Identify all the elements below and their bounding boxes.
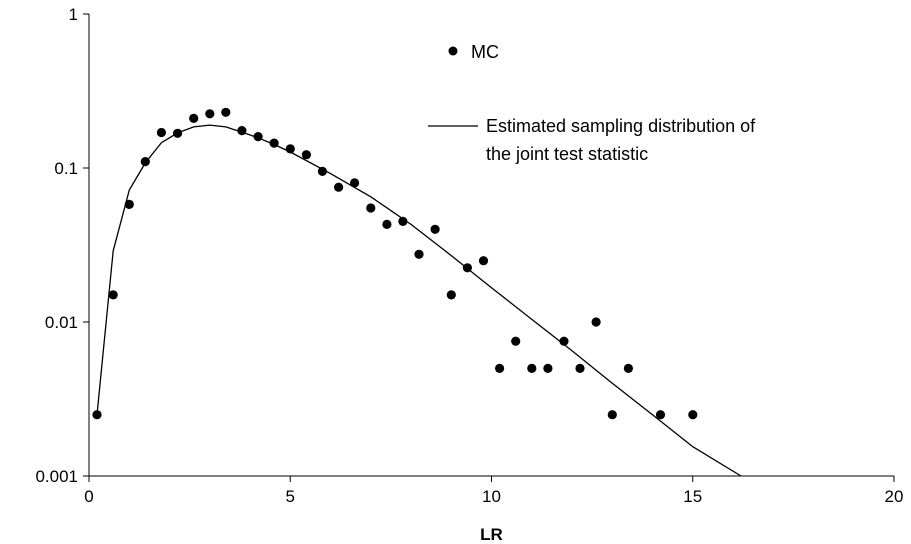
mc-point	[559, 336, 569, 346]
mc-point	[688, 410, 698, 420]
x-tick-label: 20	[885, 487, 904, 506]
mc-point	[414, 249, 424, 259]
mc-point	[527, 363, 537, 373]
mc-point	[108, 290, 118, 300]
mc-point	[398, 216, 408, 226]
mc-point	[543, 363, 553, 373]
y-tick-label: 1	[69, 5, 78, 24]
mc-point	[237, 126, 247, 136]
legend: MC Estimated sampling distribution of the…	[428, 42, 756, 164]
mc-point	[156, 127, 166, 138]
y-tick-label: 0.01	[45, 313, 78, 332]
mc-point	[382, 219, 392, 229]
mc-point	[350, 178, 360, 188]
mc-point	[189, 113, 199, 123]
mc-point	[285, 144, 295, 154]
mc-point	[221, 107, 231, 117]
mc-point	[462, 263, 472, 273]
mc-point	[591, 317, 601, 327]
mc-point	[317, 166, 327, 176]
mc-point	[205, 109, 215, 119]
mc-point	[655, 410, 666, 420]
mc-point	[92, 410, 102, 420]
mc-point	[366, 203, 376, 213]
legend-label-estimated-line: Estimated sampling distribution of	[486, 116, 756, 136]
mc-point	[173, 128, 183, 138]
y-tick-label: 0.1	[54, 159, 78, 178]
x-axis-title: LR	[480, 525, 503, 544]
mc-point	[607, 410, 617, 420]
mc-point	[575, 363, 585, 373]
mc-point	[478, 256, 489, 266]
mc-point	[269, 138, 279, 148]
x-tick-label: 15	[683, 487, 702, 506]
mc-point	[140, 157, 150, 167]
mc-point	[253, 132, 263, 142]
mc-point	[430, 224, 440, 234]
estimated-distribution-line	[96, 124, 742, 477]
x-tick-label: 5	[286, 487, 295, 506]
plot-frame	[88, 14, 894, 477]
mc-point	[446, 290, 456, 300]
mc-point	[301, 150, 311, 160]
x-tick-label: 10	[482, 487, 501, 506]
legend-label-estimated-line: the joint test statistic	[486, 144, 648, 164]
x-tick-label: 0	[84, 487, 93, 506]
points-layer	[92, 107, 698, 420]
mc-point	[511, 336, 521, 346]
mc-point	[124, 199, 134, 209]
mc-point	[623, 363, 634, 373]
legend-marker-mc	[448, 46, 458, 56]
legend-label-estimated: Estimated sampling distribution of the jo…	[486, 116, 756, 164]
mc-point	[334, 182, 344, 192]
line-layer	[96, 124, 742, 477]
legend-label-mc: MC	[471, 42, 499, 62]
mc-point	[495, 363, 505, 373]
y-tick-label: 0.001	[35, 467, 78, 486]
